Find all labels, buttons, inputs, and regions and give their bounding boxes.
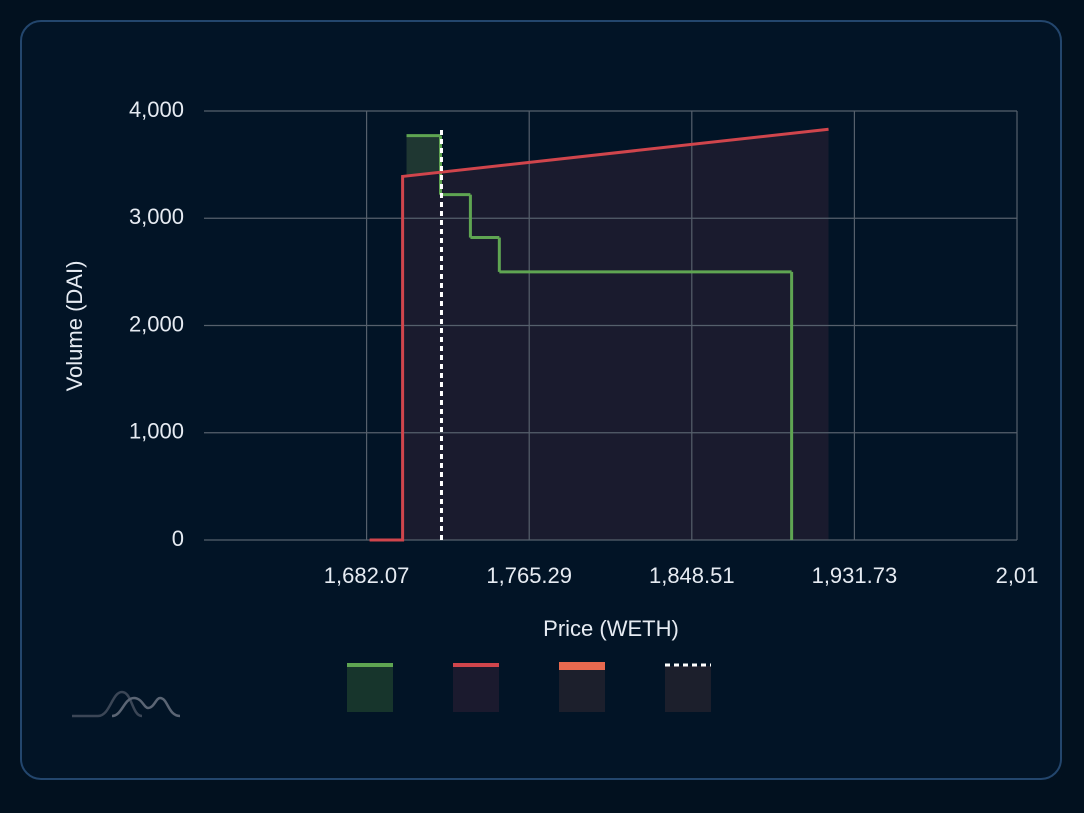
legend-swatch [453,666,499,712]
logo [72,690,181,718]
legend-swatch [665,666,711,712]
area-fill [369,129,829,541]
x-tick-label: 2,01 [996,563,1039,588]
legend-line [559,662,605,670]
plot: 0 1,000 2,000 3,000 4,000 1,682.07 1,765.29 1,8… [129,97,1038,588]
legend-line [347,663,393,667]
x-tick-label: 1,765.29 [486,563,572,588]
logo-wave [72,690,143,718]
x-tick-label: 1,931.73 [812,563,898,588]
y-tick-label: 2,000 [129,311,184,336]
x-tick-label: 1,848.51 [649,563,735,588]
y-tick-label: 3,000 [129,204,184,229]
y-tick-label: 1,000 [129,419,184,444]
y-axis-label: Volume (DAI) [62,261,87,392]
legend [347,662,711,712]
y-tick-label: 4,000 [129,97,184,122]
x-tick-label: 1,682.07 [324,563,410,588]
legend-swatch [347,666,393,712]
depth-line [369,127,829,542]
legend-swatch [559,666,605,712]
y-tick-label: 0 [172,526,184,551]
logo-wave [111,696,181,718]
legend-line [453,663,499,667]
x-axis-label: Price (WETH) [543,616,679,641]
